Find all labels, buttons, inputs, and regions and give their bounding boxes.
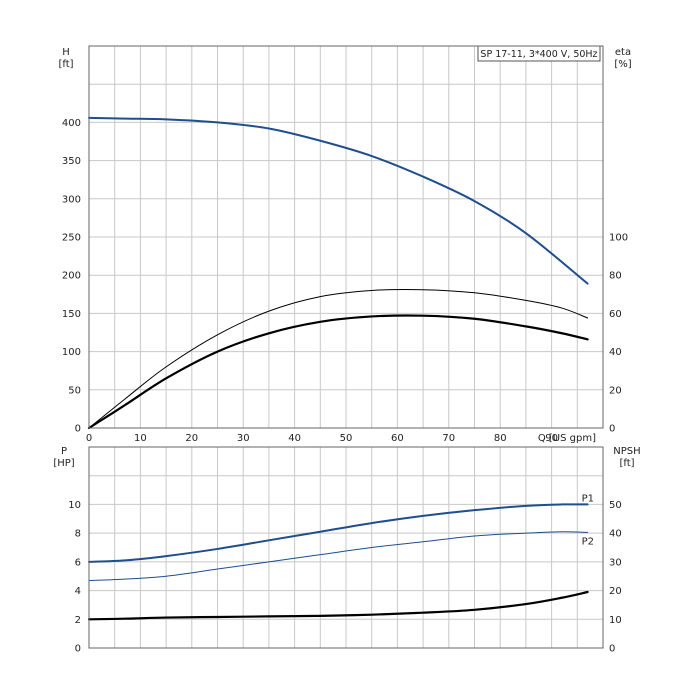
x-axis-tick-80: 80 xyxy=(494,433,507,444)
x-axis-tick-90: 90 xyxy=(545,433,558,444)
eta-axis-tick-80: 80 xyxy=(609,271,622,282)
x-axis-tick-40: 40 xyxy=(288,433,301,444)
head-axis-title: H xyxy=(62,47,70,58)
power-axis-tick-4: 4 xyxy=(75,586,81,597)
power-axis-tick-0: 0 xyxy=(75,644,81,655)
power-axis-tick-8: 8 xyxy=(75,529,81,540)
upper-plot-frame xyxy=(88,45,604,429)
x-axis-title: Q [US gpm] xyxy=(538,433,596,444)
series-label-p2: P2 xyxy=(582,536,594,547)
npsh-axis-tick-0: 0 xyxy=(609,644,615,655)
power-axis-unit: [HP] xyxy=(53,458,74,469)
npsh-axis-unit: [ft] xyxy=(619,458,634,469)
x-axis-tick-60: 60 xyxy=(391,433,404,444)
eta-axis-tick-100: 100 xyxy=(609,233,628,244)
power-axis-tick-2: 2 xyxy=(75,615,81,626)
x-axis-tick-70: 70 xyxy=(442,433,455,444)
lower-plot-frame xyxy=(88,446,604,649)
head-axis-tick-100: 100 xyxy=(62,347,81,358)
head-axis-tick-150: 150 xyxy=(62,309,81,320)
series-layer xyxy=(87,116,589,621)
head-axis-tick-300: 300 xyxy=(62,194,81,205)
npsh-axis-tick-20: 20 xyxy=(609,586,622,597)
upper-grid xyxy=(89,46,603,428)
npsh-axis-tick-10: 10 xyxy=(609,615,622,626)
eta-axis-tick-0: 0 xyxy=(609,424,615,435)
series-eta-thick-line xyxy=(87,314,589,430)
text-layer: H [ft] eta [%] P [HP] NPSH [ft] Q [US gp… xyxy=(53,45,641,655)
x-axis-tick-0: 0 xyxy=(86,433,92,444)
chart-title: SP 17-11, 3*400 V, 50Hz xyxy=(480,49,597,60)
head-axis-tick-0: 0 xyxy=(75,424,81,435)
npsh-axis-tick-50: 50 xyxy=(609,500,622,511)
eta-axis-tick-60: 60 xyxy=(609,309,622,320)
npsh-axis-tick-30: 30 xyxy=(609,557,622,568)
series-p1-line xyxy=(88,503,589,563)
series-p2-line xyxy=(88,531,589,582)
head-axis-tick-350: 350 xyxy=(62,156,81,167)
head-axis-tick-200: 200 xyxy=(62,271,81,282)
head-axis-tick-400: 400 xyxy=(62,118,81,129)
head-axis-tick-250: 250 xyxy=(62,233,81,244)
x-axis-tick-10: 10 xyxy=(134,433,147,444)
head-axis-unit: [ft] xyxy=(58,59,73,70)
series-npsh-line xyxy=(87,590,589,621)
eta-axis-tick-40: 40 xyxy=(609,347,622,358)
power-axis-tick-6: 6 xyxy=(75,557,81,568)
series-label-p1: P1 xyxy=(582,493,594,504)
power-axis-tick-10: 10 xyxy=(68,500,81,511)
x-axis-tick-20: 20 xyxy=(185,433,198,444)
series-eta-thin-line xyxy=(88,288,589,429)
eta-axis-tick-20: 20 xyxy=(609,385,622,396)
x-axis-tick-50: 50 xyxy=(340,433,353,444)
eta-axis-unit: [%] xyxy=(614,59,631,70)
eta-axis-title: eta xyxy=(615,47,631,58)
x-axis-tick-30: 30 xyxy=(237,433,250,444)
series-h-line xyxy=(88,116,589,285)
head-axis-tick-50: 50 xyxy=(68,385,81,396)
power-axis-title: P xyxy=(61,446,67,457)
npsh-axis-tick-40: 40 xyxy=(609,529,622,540)
npsh-axis-title: NPSH xyxy=(613,446,640,457)
